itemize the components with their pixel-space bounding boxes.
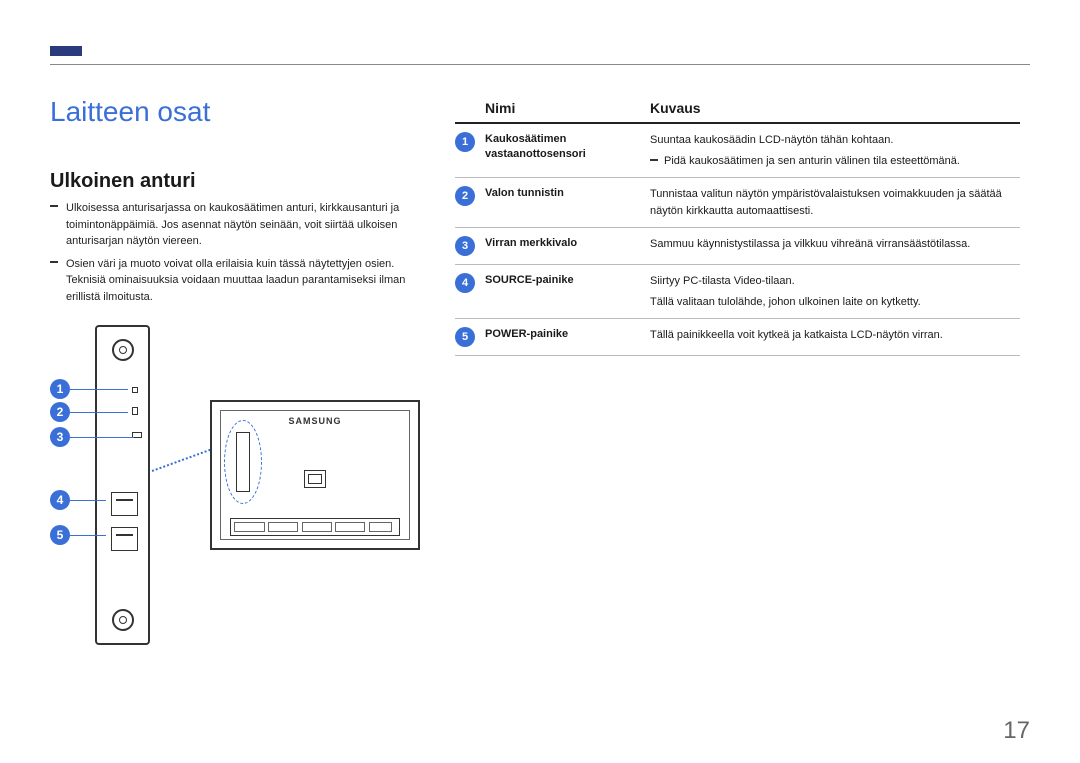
leader-line (70, 437, 134, 438)
connector-tray (230, 518, 400, 536)
table-row: 1 Kaukosäätimen vastaanottosensori Suunt… (455, 124, 1020, 178)
mount-hole-icon (112, 339, 134, 361)
mount-hole-icon (112, 609, 134, 631)
power-button-shape (111, 527, 138, 551)
header-rule (50, 64, 1030, 65)
header-accent-bar (50, 46, 82, 56)
callout-bullet-5: 5 (50, 525, 70, 545)
sensor-slot (236, 432, 250, 492)
sensor-strip-diagram (95, 325, 150, 645)
callout-bullet-3: 3 (50, 427, 70, 447)
leader-line (70, 500, 106, 501)
row-number: 4 (455, 273, 475, 293)
leader-line (70, 412, 128, 413)
row-number: 3 (455, 236, 475, 256)
row-number: 1 (455, 132, 475, 152)
intro-text: Ulkoisessa anturisarjassa on kaukosäätim… (50, 200, 420, 311)
port-shape (304, 470, 326, 488)
table-header-row: Nimi Kuvaus (455, 100, 1020, 124)
display-back-diagram: SAMSUNG (210, 400, 420, 550)
leader-line (70, 535, 106, 536)
intro-item: Ulkoisessa anturisarjassa on kaukosäätim… (50, 200, 420, 250)
parts-table: Nimi Kuvaus 1 Kaukosäätimen vastaanottos… (455, 100, 1020, 356)
row-desc-note: Pidä kaukosäätimen ja sen anturin väline… (650, 153, 1020, 170)
row-desc-sub: Tällä valitaan tulolähde, johon ulkoinen… (650, 294, 1020, 311)
row-desc: Suuntaa kaukosäädin LCD-näytön tähän koh… (650, 132, 1020, 169)
page-number: 17 (1003, 717, 1030, 745)
leader-line (70, 389, 128, 390)
row-number: 5 (455, 327, 475, 347)
brand-label: SAMSUNG (288, 416, 341, 426)
table-row: 2 Valon tunnistin Tunnistaa valitun näyt… (455, 178, 1020, 228)
table-row: 3 Virran merkkivalo Sammuu käynnistystil… (455, 228, 1020, 265)
table-header-name: Nimi (455, 100, 650, 116)
row-desc-main: Siirtyy PC-tilasta Video-tilaan. (650, 275, 795, 287)
row-name: POWER-painike (485, 327, 650, 342)
intro-item: Osien väri ja muoto voivat olla erilaisi… (50, 256, 420, 306)
sensor-indicator-2 (132, 407, 138, 415)
sensor-indicator-1 (132, 387, 138, 393)
table-row: 5 POWER-painike Tällä painikkeella voit … (455, 319, 1020, 356)
row-name: Kaukosäätimen vastaanottosensori (485, 132, 650, 163)
dashed-connector (152, 446, 218, 472)
row-desc: Tällä painikkeella voit kytkeä ja katkai… (650, 327, 1020, 344)
row-name: SOURCE-painike (485, 273, 650, 288)
table-row: 4 SOURCE-painike Siirtyy PC-tilasta Vide… (455, 265, 1020, 319)
callout-bullet-4: 4 (50, 490, 70, 510)
callout-bullet-1: 1 (50, 379, 70, 399)
callout-bullet-2: 2 (50, 402, 70, 422)
row-number: 2 (455, 186, 475, 206)
source-button-shape (111, 492, 138, 516)
row-desc: Sammuu käynnistystilassa ja vilkkuu vihr… (650, 236, 1020, 253)
row-desc: Siirtyy PC-tilasta Video-tilaan. Tällä v… (650, 273, 1020, 310)
section-title: Laitteen osat (50, 96, 210, 128)
table-header-desc: Kuvaus (650, 100, 1020, 116)
row-name: Valon tunnistin (485, 186, 650, 201)
row-desc: Tunnistaa valitun näytön ympäristövalais… (650, 186, 1020, 219)
sub-title: Ulkoinen anturi (50, 170, 196, 193)
row-name: Virran merkkivalo (485, 236, 650, 251)
row-desc-main: Suuntaa kaukosäädin LCD-näytön tähän koh… (650, 134, 893, 146)
